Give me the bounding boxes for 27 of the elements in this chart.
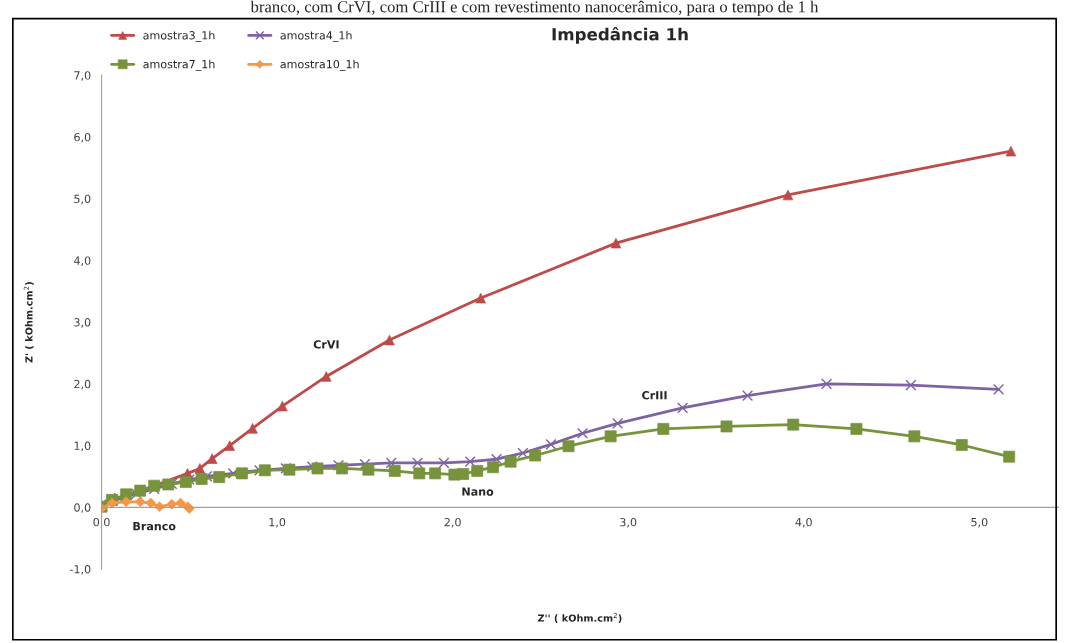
x-tick-label: 1,0 xyxy=(269,517,286,528)
annotation: CrVI xyxy=(313,340,339,349)
chart-title: Impedância 1h xyxy=(552,26,688,44)
annotation: CrIII xyxy=(642,391,667,400)
y-axis-title: Z' ( kOhm.cm$^{2}$) xyxy=(23,282,34,363)
x-axis-title: Z'' ( kOhm.cm$^{2}$) xyxy=(537,612,622,623)
legend-label: amostra7_1h xyxy=(143,59,215,71)
y-tick-label: 4,0 xyxy=(74,256,91,266)
legend-label: amostra4_1h xyxy=(280,30,352,42)
x-tick-label: 2,0 xyxy=(444,517,461,528)
x-tick-label: 0,0 xyxy=(93,517,110,528)
x-tick-label: 3,0 xyxy=(620,517,637,528)
legend-label: amostra10_1h xyxy=(280,59,359,71)
y-tick-label: -1,0 xyxy=(70,565,91,575)
y-tick-label: 0,0 xyxy=(74,503,91,513)
annotation: Nano xyxy=(462,487,494,496)
annotation: Branco xyxy=(133,522,176,531)
x-tick-label: 4,0 xyxy=(795,517,812,528)
y-tick-label: 2,0 xyxy=(74,379,91,390)
y-tick-label: 1,0 xyxy=(74,441,91,452)
x-tick-label: 5,0 xyxy=(971,517,988,528)
y-tick-label: 5,0 xyxy=(74,194,91,205)
y-tick-label: 3,0 xyxy=(74,318,91,328)
legend-label: amostra3_1h xyxy=(143,30,215,42)
y-tick-label: 7,0 xyxy=(74,71,91,81)
text: branco, com CrVI, com CrIII e com revestimento nanocerâmico, para o tempo de 1 h xyxy=(250,0,819,16)
y-tick-label: 6,0 xyxy=(74,132,91,143)
